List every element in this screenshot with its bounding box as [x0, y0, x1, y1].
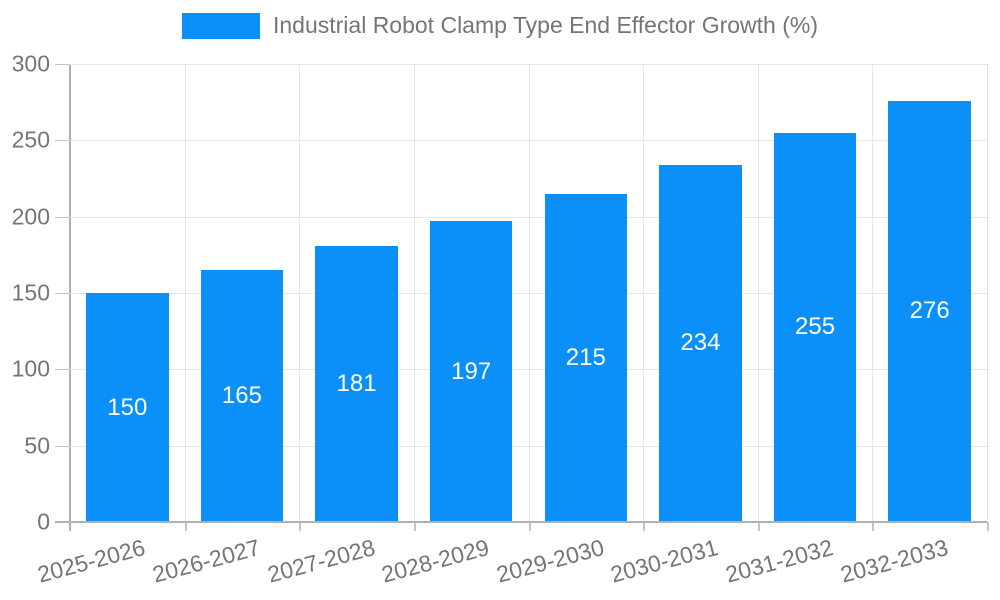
x-gridline: [413, 64, 415, 522]
bar: 215: [544, 193, 628, 522]
x-gridline: [872, 64, 874, 522]
plot-area: 0 50 100 150 200 250 300 150 165 181 197 215 234 255 2…: [12, 51, 989, 588]
x-tick-mark: [757, 522, 760, 531]
x-tick-mark: [413, 522, 416, 531]
x-gridline: [643, 64, 645, 522]
x-gridline: [528, 64, 530, 522]
y-tick-mark: [55, 293, 70, 294]
y-axis-tick-label: 250: [11, 126, 50, 153]
x-axis-category-label: 2025-2026: [35, 534, 149, 588]
bar-value-label: 181: [336, 369, 377, 397]
y-axis-tick-label: 0: [37, 508, 50, 535]
chart-title: Industrial Robot Clamp Type End Effector…: [272, 12, 818, 38]
bar-value-label: 197: [451, 357, 492, 385]
bar-value-label: 165: [221, 382, 262, 410]
x-axis-category-label: 2031-2032: [722, 534, 836, 588]
x-tick-mark: [528, 522, 531, 531]
x-axis-category-label: 2029-2030: [493, 534, 607, 588]
bar-band: 181: [299, 64, 414, 522]
y-axis-tick-label: 50: [24, 432, 50, 459]
bar-band: 276: [872, 64, 987, 522]
bar: 255: [773, 132, 857, 522]
bar-band: 234: [643, 64, 758, 522]
y-tick-mark: [55, 369, 70, 371]
bar-band: 150: [70, 64, 185, 522]
bar-band: 197: [414, 64, 529, 522]
bar: 197: [429, 221, 513, 522]
x-gridline: [987, 64, 988, 522]
x-gridline: [299, 64, 301, 522]
bar: 165: [200, 270, 284, 522]
x-tick-mark: [987, 522, 989, 531]
x-axis-category-label: 2028-2029: [378, 534, 492, 588]
x-tick-mark: [299, 522, 302, 531]
legend-swatch: [181, 12, 260, 39]
bar-value-label: 215: [565, 343, 606, 371]
y-tick-mark: [55, 64, 70, 65]
y-axis-tick-label: 300: [11, 50, 50, 77]
bar-value-label: 234: [680, 329, 721, 357]
x-axis-line: [55, 521, 987, 523]
y-axis-tick-label: 200: [11, 203, 50, 230]
bar-band: 215: [529, 64, 644, 522]
y-tick-mark: [55, 140, 70, 142]
x-axis-category-label: 2027-2028: [264, 534, 378, 588]
bar-band: 255: [758, 64, 873, 522]
bar-value-label: 150: [107, 393, 148, 421]
y-axis-tick-label: 150: [11, 279, 50, 306]
x-gridline: [184, 64, 186, 522]
x-axis-category-label: 2026-2027: [149, 534, 263, 588]
bar-band: 165: [185, 64, 300, 522]
x-tick-mark: [872, 522, 875, 531]
y-tick-mark: [55, 216, 70, 218]
bar: 234: [659, 164, 742, 522]
x-axis-category-label: 2032-2033: [837, 534, 951, 588]
x-tick-mark: [643, 522, 646, 531]
y-axis-tick-label: 100: [11, 355, 50, 382]
y-axis-line: [69, 64, 71, 531]
legend: Industrial Robot Clamp Type End Effector…: [0, 12, 1000, 39]
bar: 150: [86, 293, 169, 522]
y-tick-mark: [55, 445, 70, 447]
x-tick-mark: [184, 522, 187, 531]
x-gridline: [757, 64, 759, 522]
x-axis-category-label: 2030-2031: [608, 534, 722, 588]
bar-value-label: 255: [795, 313, 836, 341]
bar-value-label: 276: [909, 297, 950, 325]
bar: 181: [315, 245, 398, 522]
bar: 276: [888, 100, 971, 522]
